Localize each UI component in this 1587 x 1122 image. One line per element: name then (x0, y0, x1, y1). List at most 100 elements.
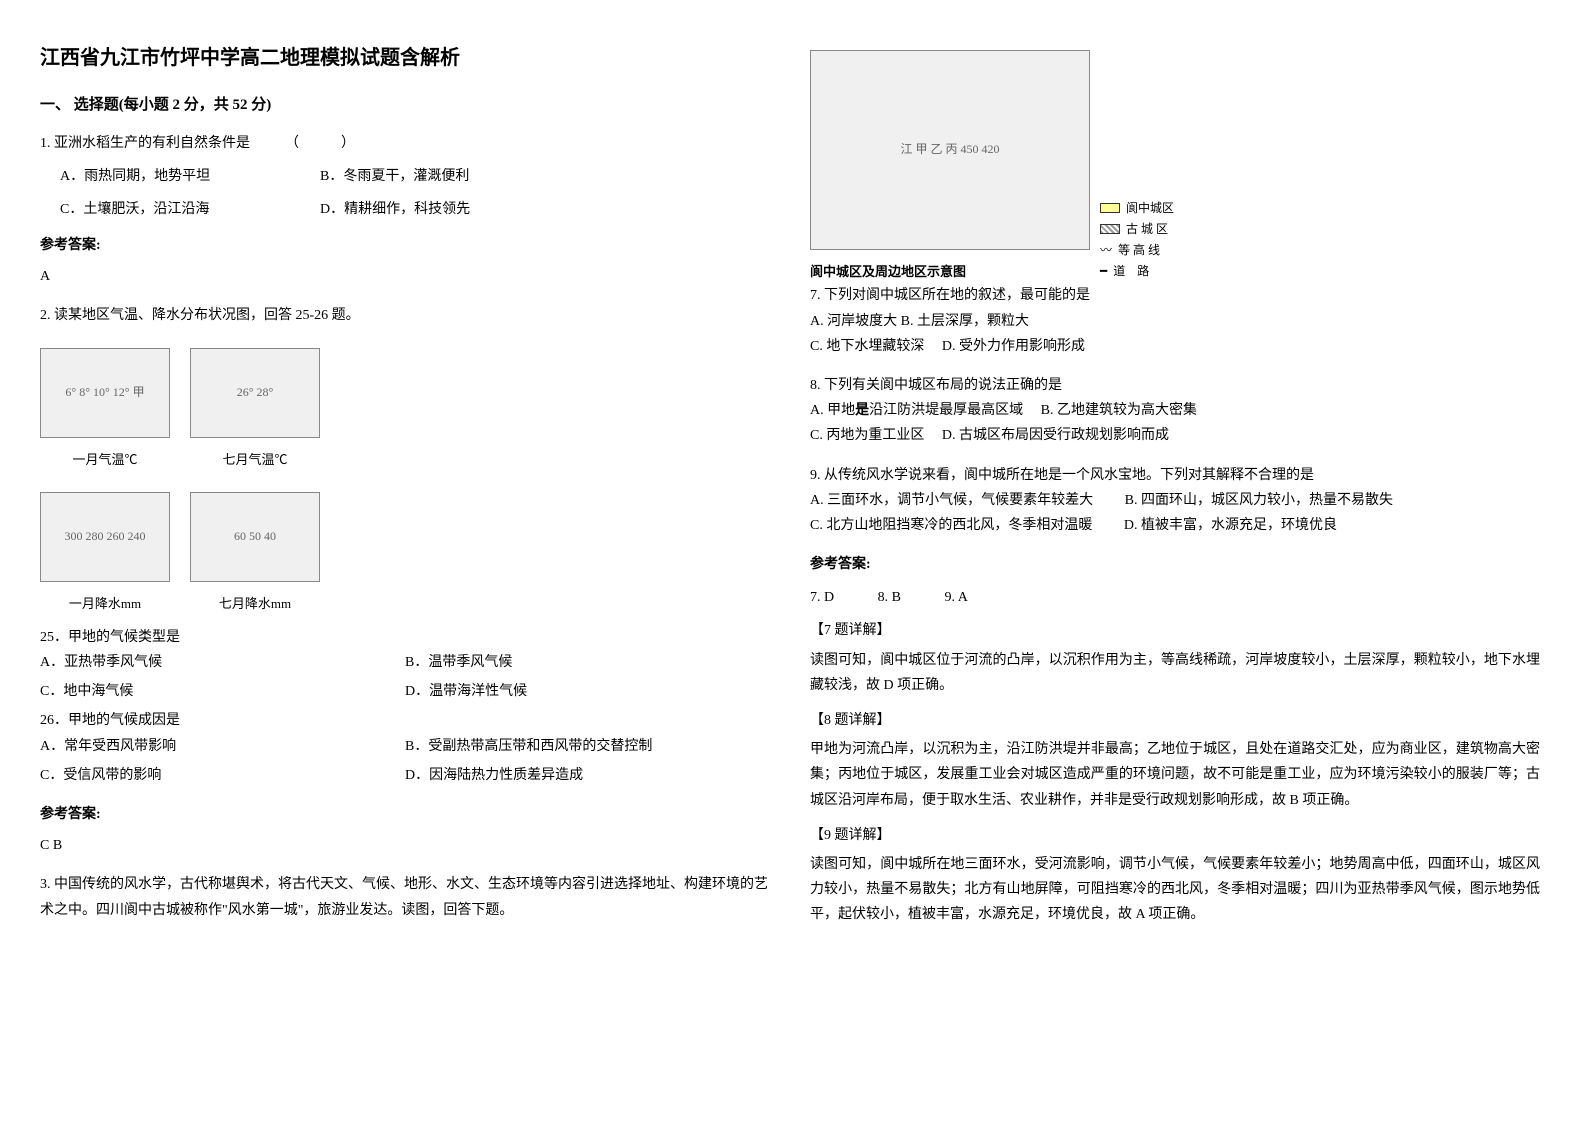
answer-label: 参考答案: (40, 802, 770, 827)
answer-7: 7. D (810, 590, 834, 605)
q26-option-b: B．受副热带高压带和西风带的交替控制 (405, 734, 770, 759)
options-row: C．土壤肥沃，沿江沿海 D．精耕细作，科技领先 (60, 197, 770, 222)
q8-row2: C. 丙地为重工业区 D. 古城区布局因受行政规划影响而成 (810, 423, 1540, 448)
explain-9-text: 读图可知，阆中城所在地三面环水，受河流影响，调节小气候，气候要素年较差小；地势周… (810, 852, 1540, 928)
legend-text: 阆中城区 (1126, 199, 1174, 218)
q7-options-2: C. 地下水埋藏较深 D. 受外力作用影响形成 (810, 334, 1540, 359)
fig-caption: 七月降水mm (190, 592, 320, 615)
q8-option-c: C. 丙地为重工业区 (810, 428, 924, 443)
answer-label: 参考答案: (810, 552, 1540, 577)
figure-jul-rain: 60 50 40 七月降水mm (190, 482, 320, 615)
q1-options: A．雨热同期，地势平坦 B．冬雨夏干，灌溉便利 C．土壤肥沃，沿江沿海 D．精耕… (60, 164, 770, 222)
section-heading: 一、 选择题(每小题 2 分，共 52 分) (40, 92, 770, 119)
q1-option-a: A．雨热同期，地势平坦 (60, 164, 260, 189)
langzhong-map: 江 甲 乙 丙 450 420 (810, 50, 1090, 250)
question-1: 1. 亚洲水稻生产的有利自然条件是 （ ） A．雨热同期，地势平坦 B．冬雨夏干… (40, 131, 770, 289)
q25-stem: 25．甲地的气候类型是 (40, 625, 770, 650)
q9-option-c: C. 北方山地阻挡寒冷的西北风，冬季相对温暖 (810, 518, 1092, 533)
q1-stem: 1. 亚洲水稻生产的有利自然条件是 （ ） (40, 131, 770, 156)
question-3: 3. 中国传统的风水学，古代称堪舆术，将古代天文、气候、地形、水文、生态环境等内… (40, 872, 770, 922)
map-legend: 阆中城区 古 城 区 〰 等 高 线 ━ 道 路 (1100, 199, 1174, 284)
q25-options: A．亚热带季风气候 B．温带季风气候 C．地中海气候 D．温带海洋性气候 (40, 650, 770, 708)
q7-options: A. 河岸坡度大 B. 土层深厚，颗粒大 (810, 309, 1540, 334)
q2-answer: C B (40, 833, 770, 858)
fig-caption: 一月气温℃ (40, 448, 170, 471)
q9-stem: 9. 从传统风水学说来看，阆中城所在地是一个风水宝地。下列对其解释不合理的是 (810, 463, 1540, 488)
q8-option-a-prefix: A. 甲地 (810, 403, 855, 418)
legend-text: 道 路 (1113, 262, 1149, 281)
q9-option-a: A. 三面环水，调节小气候，气候要素年较差大 (810, 493, 1093, 508)
q1-option-c: C．土壤肥沃，沿江沿海 (60, 197, 260, 222)
legend-swatch-icon (1100, 224, 1120, 234)
q8-row1: A. 甲地是沿江防洪堤最厚最高区域 B. 乙地建筑较为高大密集 (810, 398, 1540, 423)
q7-option-b: B. 土层深厚，颗粒大 (901, 314, 1029, 329)
q25-option-d: D．温带海洋性气候 (405, 679, 770, 704)
q8-option-d: D. 古城区布局因受行政规划影响而成 (942, 428, 1169, 443)
q2-stem: 2. 读某地区气温、降水分布状况图，回答 25-26 题。 (40, 303, 770, 328)
q26-option-c: C．受信风带的影响 (40, 763, 405, 788)
fig-caption: 七月气温℃ (190, 448, 320, 471)
map-figure-block: 江 甲 乙 丙 450 420 阆中城区及周边地区示意图 (810, 40, 1090, 283)
answer-8: 8. B (878, 590, 901, 605)
q26-options: A．常年受西风带影响 B．受副热带高压带和西风带的交替控制 C．受信风带的影响 … (40, 734, 770, 792)
left-column: 江西省九江市竹坪中学高二地理模拟试题含解析 一、 选择题(每小题 2 分，共 5… (40, 40, 770, 938)
answers-inline: 7. D 8. B 9. A (810, 585, 1540, 610)
explain-9-title: 【9 题详解】 (810, 823, 1540, 848)
q8-option-a-suffix: 沿江防洪堤最厚最高区域 (869, 403, 1023, 418)
question-2: 2. 读某地区气温、降水分布状况图，回答 25-26 题。 6° 8° 10° … (40, 303, 770, 858)
question-9: 9. 从传统风水学说来看，阆中城所在地是一个风水宝地。下列对其解释不合理的是 A… (810, 463, 1540, 539)
answer-9: 9. A (944, 590, 967, 605)
q7-option-a: A. 河岸坡度大 (810, 314, 897, 329)
q9-row2: C. 北方山地阻挡寒冷的西北风，冬季相对温暖 D. 植被丰富，水源充足，环境优良 (810, 513, 1540, 538)
q25-option-b: B．温带季风气候 (405, 650, 770, 675)
explain-8-title: 【8 题详解】 (810, 708, 1540, 733)
q7-option-c: C. 地下水埋藏较深 (810, 339, 924, 354)
page-container: 江西省九江市竹坪中学高二地理模拟试题含解析 一、 选择题(每小题 2 分，共 5… (40, 40, 1540, 938)
question-8: 8. 下列有关阆中城区布局的说法正确的是 A. 甲地是沿江防洪堤最厚最高区域 B… (810, 373, 1540, 449)
figure-row-temp: 6° 8° 10° 12° 甲 一月气温℃ 26° 28° 七月气温℃ (40, 338, 770, 471)
legend-item: 〰 等 高 线 (1100, 241, 1174, 260)
legend-text: 古 城 区 (1126, 220, 1168, 239)
q26-option-a: A．常年受西风带影响 (40, 734, 405, 759)
q1-option-d: D．精耕细作，科技领先 (320, 197, 520, 222)
document-title: 江西省九江市竹坪中学高二地理模拟试题含解析 (40, 40, 770, 76)
legend-curve-icon: 〰 (1100, 241, 1112, 260)
q8-stem: 8. 下列有关阆中城区布局的说法正确的是 (810, 373, 1540, 398)
fig-caption: 一月降水mm (40, 592, 170, 615)
jan-rain-map: 300 280 260 240 (40, 492, 170, 582)
q26-option-d: D．因海陆热力性质差异造成 (405, 763, 770, 788)
question-7: 7. 下列对阆中城区所在地的叙述，最可能的是 A. 河岸坡度大 B. 土层深厚，… (810, 283, 1540, 359)
answer-label: 参考答案: (40, 233, 770, 258)
q1-option-b: B．冬雨夏干，灌溉便利 (320, 164, 520, 189)
options-row: A．雨热同期，地势平坦 B．冬雨夏干，灌溉便利 (60, 164, 770, 189)
jul-temp-map: 26° 28° (190, 348, 320, 438)
q25-option-c: C．地中海气候 (40, 679, 405, 704)
figure-jan-rain: 300 280 260 240 一月降水mm (40, 482, 170, 615)
legend-swatch-icon (1100, 203, 1120, 213)
q7-stem: 7. 下列对阆中城区所在地的叙述，最可能的是 (810, 283, 1540, 308)
figure-row-rain: 300 280 260 240 一月降水mm 60 50 40 七月降水mm (40, 482, 770, 615)
explain-7-text: 读图可知，阆中城区位于河流的凸岸，以沉积作用为主，等高线稀疏，河岸坡度较小，土层… (810, 648, 1540, 698)
legend-line-icon: ━ (1100, 262, 1107, 281)
q1-answer: A (40, 264, 770, 289)
q9-option-d: D. 植被丰富，水源充足，环境优良 (1124, 518, 1337, 533)
legend-item: 阆中城区 (1100, 199, 1174, 218)
q9-row1: A. 三面环水，调节小气候，气候要素年较差大 B. 四面环山，城区风力较小，热量… (810, 488, 1540, 513)
map-caption: 阆中城区及周边地区示意图 (810, 260, 1090, 283)
map-wrapper: 江 甲 乙 丙 450 420 阆中城区及周边地区示意图 阆中城区 古 城 区 … (810, 40, 1540, 283)
explain-8-text: 甲地为河流凸岸，以沉积为主，沿江防洪堤并非最高；乙地位于城区，且处在道路交汇处，… (810, 737, 1540, 813)
legend-item: 古 城 区 (1100, 220, 1174, 239)
q9-option-b: B. 四面环山，城区风力较小，热量不易散失 (1125, 493, 1393, 508)
legend-text: 等 高 线 (1118, 241, 1160, 260)
q7-option-d: D. 受外力作用影响形成 (942, 339, 1085, 354)
q8-option-b: B. 乙地建筑较为高大密集 (1041, 403, 1197, 418)
figure-jul-temp: 26° 28° 七月气温℃ (190, 338, 320, 471)
figure-jan-temp: 6° 8° 10° 12° 甲 一月气温℃ (40, 338, 170, 471)
jan-temp-map: 6° 8° 10° 12° 甲 (40, 348, 170, 438)
q25-option-a: A．亚热带季风气候 (40, 650, 405, 675)
q3-stem: 3. 中国传统的风水学，古代称堪舆术，将古代天文、气候、地形、水文、生态环境等内… (40, 872, 770, 922)
q26-stem: 26．甲地的气候成因是 (40, 708, 770, 733)
explain-7-title: 【7 题详解】 (810, 618, 1540, 643)
q8-option-a-bold: 是 (855, 403, 869, 418)
legend-item: ━ 道 路 (1100, 262, 1174, 281)
